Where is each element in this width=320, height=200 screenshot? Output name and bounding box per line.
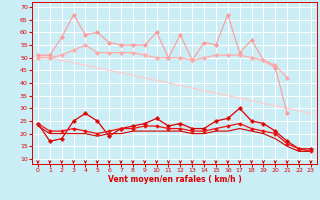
X-axis label: Vent moyen/en rafales ( km/h ): Vent moyen/en rafales ( km/h ) [108,175,241,184]
